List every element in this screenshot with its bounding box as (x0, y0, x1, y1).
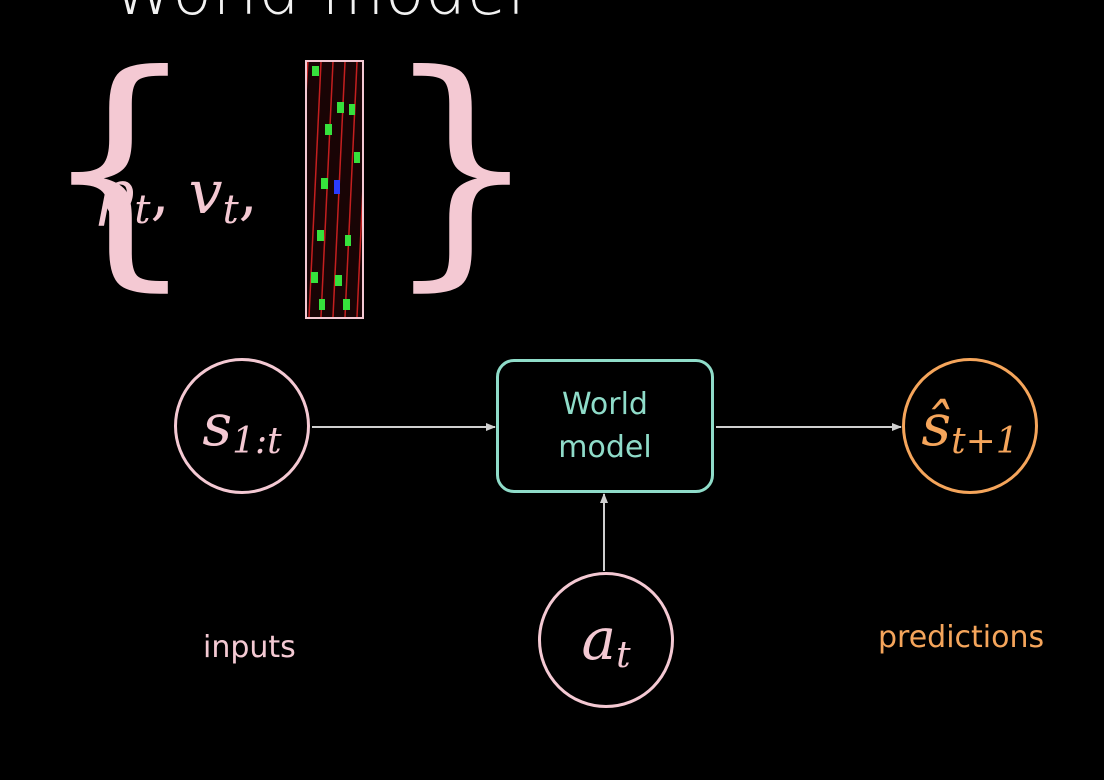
prediction-subscript: t+1 (951, 420, 1019, 462)
separator-1: , (150, 158, 170, 228)
inputs-caption: inputs (203, 630, 296, 665)
track-image-graphic (307, 62, 362, 317)
input-state-symbol: s (202, 390, 233, 459)
close-brace: } (382, 21, 542, 312)
separator-2: , (238, 158, 258, 228)
action-label: at (581, 605, 630, 676)
prediction-node: ŝt+1 (902, 358, 1038, 494)
prediction-symbol: ŝ (921, 390, 952, 459)
open-brace: { (40, 21, 200, 312)
action-subscript: t (616, 634, 631, 676)
predictions-caption: predictions (878, 620, 1045, 655)
input-state-label: s1:t (202, 391, 281, 462)
input-state-subscript: 1:t (232, 420, 282, 462)
state-terms: pt, vt, (96, 158, 258, 233)
slide-title: World model (112, 0, 526, 30)
action-symbol: a (581, 604, 617, 673)
action-node: at (538, 572, 674, 708)
velocity-subscript: t (222, 187, 239, 233)
position-symbol: p (96, 158, 135, 228)
prediction-label: ŝt+1 (921, 391, 1018, 462)
world-model-line2: model (558, 430, 652, 465)
world-model-line1: World (562, 386, 648, 422)
track-image (305, 60, 364, 319)
position-subscript: t (134, 187, 151, 233)
world-model-box: World model (496, 359, 714, 493)
velocity-symbol: v (188, 158, 223, 228)
input-state-node: s1:t (174, 358, 310, 494)
